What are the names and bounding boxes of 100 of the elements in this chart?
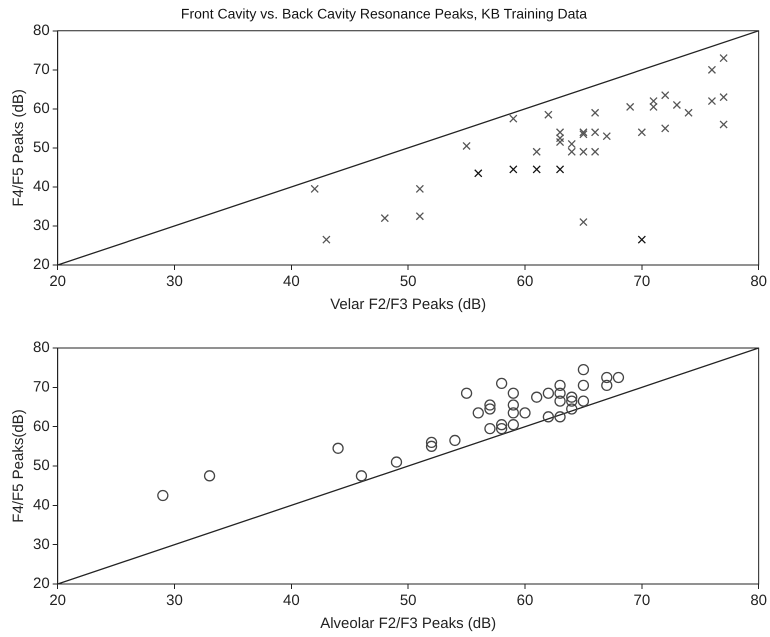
point <box>578 364 590 376</box>
y-tick-label: 70 <box>32 378 50 396</box>
y-axis-title: F4/F5 Peaks(dB) <box>10 409 28 523</box>
y-axis-title: F4/F5 Peaks (dB) <box>10 89 28 207</box>
point <box>612 372 624 384</box>
chart-title: Front Cavity vs. Back Cavity Resonance Peaks, KB Training Data <box>180 5 588 22</box>
point <box>578 395 590 407</box>
point <box>474 169 482 178</box>
x-tick-label: 50 <box>400 592 417 610</box>
x-tick-label: 40 <box>283 592 300 610</box>
y-tick-label: 30 <box>32 217 50 234</box>
x-tick-label: 60 <box>516 273 534 290</box>
point <box>708 66 716 74</box>
point <box>519 407 531 419</box>
point <box>672 100 682 110</box>
point <box>719 92 728 102</box>
point <box>554 388 566 399</box>
point <box>638 128 646 136</box>
point <box>496 378 508 390</box>
point <box>496 422 508 434</box>
point <box>356 470 368 482</box>
point <box>554 411 566 422</box>
point <box>601 380 612 392</box>
point <box>590 148 600 156</box>
point <box>509 114 518 123</box>
point <box>579 128 588 136</box>
point <box>719 54 728 62</box>
x-tick-label: 70 <box>633 592 650 610</box>
x-tick-label: 30 <box>166 592 183 610</box>
point <box>579 148 588 156</box>
x-tick-label: 20 <box>49 592 66 610</box>
point <box>578 380 590 392</box>
point <box>661 91 670 100</box>
point <box>472 407 484 419</box>
y-tick-label: 80 <box>32 22 50 39</box>
point <box>590 108 600 117</box>
y-tick-label: 40 <box>32 178 50 196</box>
point <box>626 102 634 112</box>
point <box>508 407 519 419</box>
point <box>509 165 518 174</box>
point <box>542 388 554 399</box>
point <box>462 142 471 150</box>
point <box>416 184 424 194</box>
point <box>496 419 508 430</box>
x-tick-label: 80 <box>750 592 767 610</box>
point <box>204 470 216 482</box>
point <box>426 440 438 452</box>
point <box>310 184 319 194</box>
y-tick-label: 40 <box>32 496 50 514</box>
point <box>544 110 553 119</box>
x-tick-label: 20 <box>49 273 66 290</box>
x-axis-title: Velar F2/F3 Peaks (dB) <box>330 296 486 314</box>
point <box>508 388 519 399</box>
point <box>554 380 566 392</box>
point <box>157 490 168 502</box>
point <box>449 434 461 446</box>
point <box>532 165 541 174</box>
x-tick-label: 30 <box>166 273 183 290</box>
x-axis-title: Alveolar F2/F3 Peaks (dB) <box>320 615 496 632</box>
point <box>508 399 519 411</box>
point <box>590 128 600 136</box>
point <box>484 399 496 411</box>
point <box>601 372 612 384</box>
point <box>554 395 566 407</box>
point <box>661 124 670 133</box>
point <box>508 419 519 430</box>
point <box>542 411 554 422</box>
point <box>566 392 578 403</box>
point <box>426 436 438 448</box>
y-tick-label: 20 <box>32 256 50 274</box>
point <box>416 212 424 220</box>
point <box>579 218 588 226</box>
point <box>390 456 402 468</box>
point <box>460 388 472 399</box>
y-tick-label: 80 <box>32 339 50 356</box>
point <box>719 120 728 129</box>
point <box>566 395 578 407</box>
point <box>556 165 564 174</box>
y-tick-label: 70 <box>32 60 50 78</box>
x-tick-label: 40 <box>283 273 300 290</box>
x-tick-label: 60 <box>516 592 534 610</box>
point <box>638 235 646 244</box>
point <box>566 403 578 415</box>
point <box>484 422 496 434</box>
y-tick-label: 30 <box>32 536 50 553</box>
point <box>484 403 496 415</box>
point <box>322 235 331 244</box>
y-tick-label: 60 <box>32 100 50 118</box>
x-tick-label: 70 <box>633 273 650 290</box>
point <box>532 148 541 156</box>
point <box>684 108 693 117</box>
point <box>708 96 716 106</box>
point <box>332 442 344 454</box>
point <box>579 130 588 138</box>
x-tick-label: 80 <box>750 273 767 290</box>
point <box>531 392 542 403</box>
y-tick-label: 50 <box>32 457 50 474</box>
point <box>602 132 611 140</box>
point <box>380 214 389 222</box>
x-tick-label: 50 <box>400 273 417 290</box>
